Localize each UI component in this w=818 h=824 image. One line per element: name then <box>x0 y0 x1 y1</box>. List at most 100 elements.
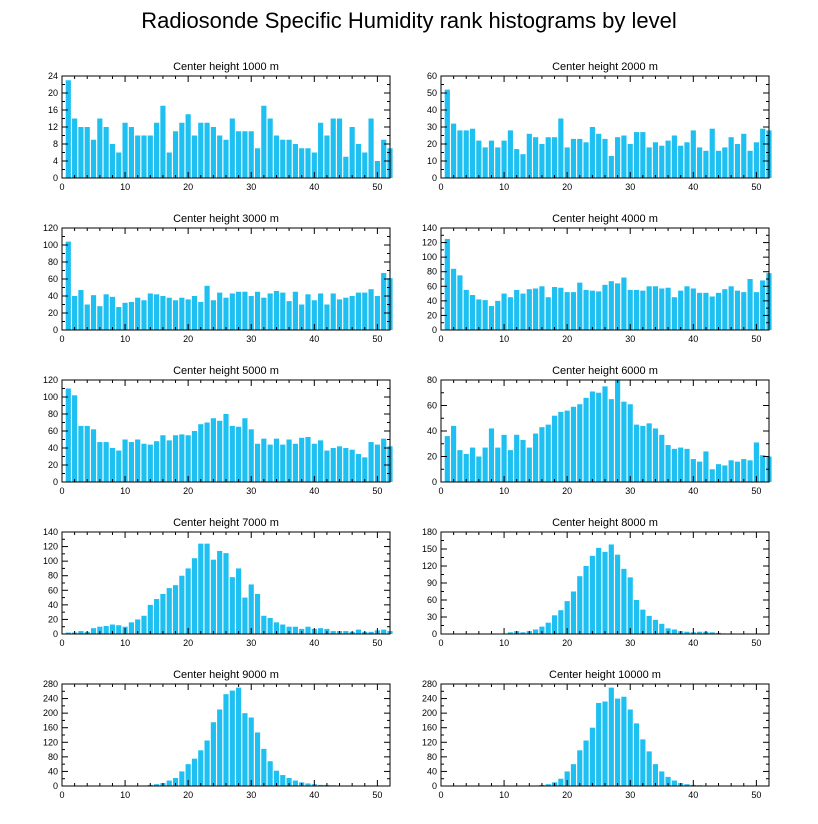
x-tick-label: 10 <box>120 486 130 496</box>
histogram-bar <box>292 291 298 330</box>
histogram-bar <box>640 739 646 786</box>
y-tick-label: 200 <box>43 708 58 718</box>
histogram-bar <box>526 447 532 482</box>
histogram-bar <box>109 296 116 330</box>
y-tick-label: 0 <box>432 629 437 639</box>
histogram-bar <box>204 543 210 634</box>
histogram-bar <box>495 147 501 178</box>
histogram-bar <box>242 418 248 482</box>
histogram-bar <box>210 300 216 330</box>
histogram-bar <box>172 777 179 786</box>
histogram-bar <box>722 147 728 178</box>
histogram-bar <box>545 784 551 786</box>
histogram-bar <box>665 445 671 482</box>
histogram-bar <box>160 105 166 178</box>
y-tick-label: 0 <box>432 781 437 791</box>
histogram-bar <box>728 460 734 482</box>
x-tick-label: 40 <box>688 638 698 648</box>
histogram-bar <box>615 380 621 482</box>
histogram-bar <box>501 140 507 178</box>
histogram-bar <box>760 455 766 482</box>
histogram-bar <box>172 435 179 482</box>
histogram-bar <box>539 626 545 634</box>
histogram-panel: Center height 9000 m 0 10 20 30 40 50 0 40 80 120 1… <box>43 669 391 800</box>
histogram-bar <box>116 152 122 178</box>
histogram-bar <box>589 391 595 482</box>
x-tick-label: 50 <box>372 790 382 800</box>
x-tick-label: 10 <box>120 638 130 648</box>
histogram-bar <box>286 301 292 330</box>
histogram-bar <box>602 386 608 482</box>
y-tick-label: 40 <box>427 105 437 115</box>
histogram-bar <box>551 287 558 330</box>
histogram-bar <box>463 289 469 330</box>
histogram-bar <box>116 625 122 634</box>
x-tick-label: 40 <box>688 334 698 344</box>
histogram-bar <box>305 148 311 178</box>
histogram-bar <box>615 554 621 634</box>
x-tick-label: 40 <box>309 182 319 192</box>
histogram-bar <box>697 631 703 634</box>
histogram-bar <box>646 423 652 482</box>
histogram-bar <box>273 135 280 178</box>
histogram-bar <box>343 448 349 482</box>
histogram-bar <box>596 392 602 482</box>
histogram-bar <box>741 459 747 482</box>
histogram-bar <box>659 771 665 786</box>
histogram-bar <box>185 435 191 482</box>
histogram-bar <box>728 286 734 330</box>
y-tick-label: 4 <box>53 156 58 166</box>
histogram-bar <box>254 148 261 178</box>
histogram-bar <box>596 291 602 330</box>
histogram-bar <box>558 411 564 482</box>
histogram-bar <box>451 425 457 482</box>
histogram-bar <box>292 626 298 634</box>
y-tick-label: 80 <box>427 752 437 762</box>
histogram-bar <box>349 449 355 482</box>
histogram-bar <box>633 289 640 330</box>
histogram-bar <box>627 144 633 178</box>
y-tick-label: 20 <box>427 310 437 320</box>
histogram-bar <box>254 291 261 330</box>
histogram-bar <box>248 584 254 634</box>
histogram-bar <box>273 622 280 634</box>
x-tick-label: 10 <box>499 790 509 800</box>
histogram-bar <box>185 114 191 178</box>
histogram-bar <box>191 558 198 634</box>
histogram-bar <box>324 450 330 482</box>
histogram-bar <box>97 626 103 634</box>
histogram-bar <box>254 732 261 786</box>
histogram-bar <box>608 399 614 482</box>
histogram-bar <box>684 784 690 786</box>
histogram-bar <box>577 404 583 482</box>
histogram-bar <box>715 292 722 330</box>
histogram-bar <box>596 547 602 634</box>
y-tick-label: 10 <box>427 156 437 166</box>
histogram-bar <box>615 137 621 178</box>
histogram-bar <box>501 434 507 482</box>
histogram-bar <box>678 290 684 330</box>
x-tick-label: 0 <box>438 638 443 648</box>
histogram-panel: Center height 1000 m 0 10 20 30 40 50 0 4 8 12 16 20… <box>48 61 393 192</box>
histogram-bar <box>185 568 191 634</box>
histogram-bar <box>709 128 715 178</box>
x-tick-label: 20 <box>562 638 572 648</box>
histogram-bar <box>267 617 273 634</box>
histogram-bar <box>621 568 627 634</box>
histogram-bar <box>684 448 690 482</box>
histogram-bar <box>615 698 621 786</box>
histogram-bar <box>545 424 551 482</box>
panel-title: Center height 2000 m <box>552 61 658 73</box>
histogram-bar <box>709 632 715 634</box>
x-tick-label: 0 <box>438 182 443 192</box>
y-tick-label: 0 <box>432 325 437 335</box>
y-tick-label: 120 <box>422 238 437 248</box>
histogram-bar <box>747 460 753 482</box>
histogram-bar <box>482 300 488 330</box>
histogram-bar <box>324 304 330 330</box>
histogram-bar <box>551 415 558 482</box>
histogram-bar <box>166 297 172 330</box>
histogram-bar <box>684 286 690 330</box>
histogram-bar <box>577 750 583 786</box>
